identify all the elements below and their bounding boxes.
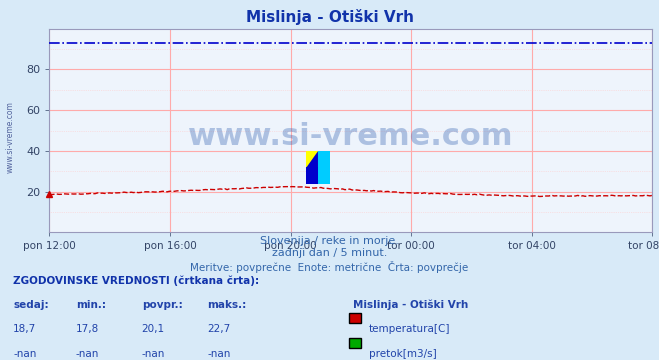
Text: zadnji dan / 5 minut.: zadnji dan / 5 minut.	[272, 248, 387, 258]
Text: 17,8: 17,8	[76, 324, 99, 334]
Text: www.si-vreme.com: www.si-vreme.com	[5, 101, 14, 173]
Text: 18,7: 18,7	[13, 324, 36, 334]
Text: -nan: -nan	[142, 349, 165, 359]
Text: 20,1: 20,1	[142, 324, 165, 334]
Text: maks.:: maks.:	[208, 300, 247, 310]
Text: Mislinja - Otiški Vrh: Mislinja - Otiški Vrh	[246, 9, 413, 25]
Text: pretok[m3/s]: pretok[m3/s]	[369, 349, 437, 359]
Bar	[306, 167, 318, 184]
Text: www.si-vreme.com: www.si-vreme.com	[188, 122, 513, 151]
Text: -nan: -nan	[76, 349, 99, 359]
Text: ZGODOVINSKE VREDNOSTI (črtkana črta):: ZGODOVINSKE VREDNOSTI (črtkana črta):	[13, 275, 259, 286]
Text: Mislinja - Otiški Vrh: Mislinja - Otiški Vrh	[353, 300, 468, 310]
Bar	[318, 167, 330, 184]
Text: Meritve: povprečne  Enote: metrične  Črta: povprečje: Meritve: povprečne Enote: metrične Črta:…	[190, 261, 469, 273]
Bar	[318, 151, 330, 167]
Text: 22,7: 22,7	[208, 324, 231, 334]
Text: temperatura[C]: temperatura[C]	[369, 324, 451, 334]
Text: Slovenija / reke in morje.: Slovenija / reke in morje.	[260, 236, 399, 246]
Text: sedaj:: sedaj:	[13, 300, 49, 310]
Bar	[306, 151, 318, 167]
Text: min.:: min.:	[76, 300, 106, 310]
Text: -nan: -nan	[208, 349, 231, 359]
Text: -nan: -nan	[13, 349, 36, 359]
Polygon shape	[306, 151, 318, 167]
Text: povpr.:: povpr.:	[142, 300, 183, 310]
